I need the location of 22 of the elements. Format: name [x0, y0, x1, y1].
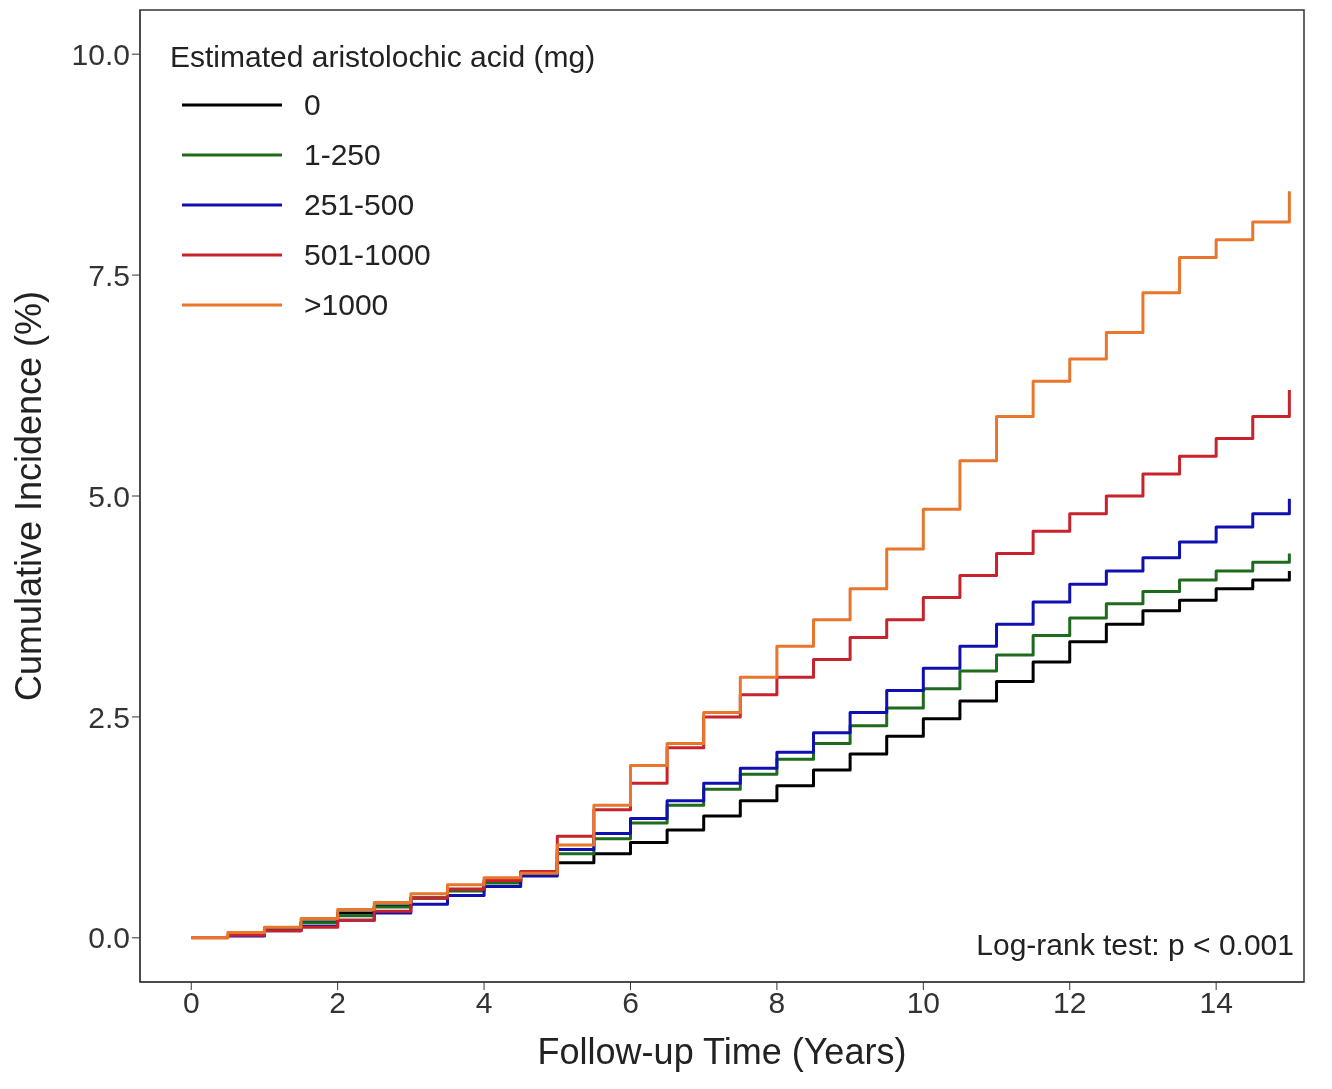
x-axis-title: Follow-up Time (Years) — [537, 1031, 907, 1072]
legend-title: Estimated aristolochic acid (mg) — [170, 40, 596, 74]
annotation: Log-rank test: p < 0.001 — [976, 928, 1294, 962]
legend-label: 1-250 — [304, 138, 381, 172]
x-tick-label: 8 — [768, 986, 786, 1020]
y-axis-title: Cumulative Incidence (%) — [7, 290, 49, 702]
x-tick-label: 12 — [1053, 986, 1087, 1020]
legend-label: >1000 — [304, 288, 389, 322]
y-tick-label: 10.0 — [71, 37, 130, 71]
x-tick-label: 0 — [182, 986, 200, 1020]
y-tick-label: 7.5 — [88, 258, 130, 292]
legend-label: 501-1000 — [304, 238, 431, 272]
y-tick-label: 2.5 — [88, 700, 130, 734]
x-tick-label: 14 — [1199, 986, 1233, 1020]
x-tick-label: 10 — [906, 986, 941, 1020]
y-tick-label: 0.0 — [88, 921, 130, 955]
x-tick-label: 2 — [329, 986, 346, 1020]
legend-label: 251-500 — [304, 188, 415, 222]
x-tick-label: 6 — [622, 986, 639, 1020]
y-tick-label: 5.0 — [88, 479, 130, 513]
x-tick-label: 4 — [475, 986, 493, 1020]
legend-label: 0 — [304, 88, 321, 122]
